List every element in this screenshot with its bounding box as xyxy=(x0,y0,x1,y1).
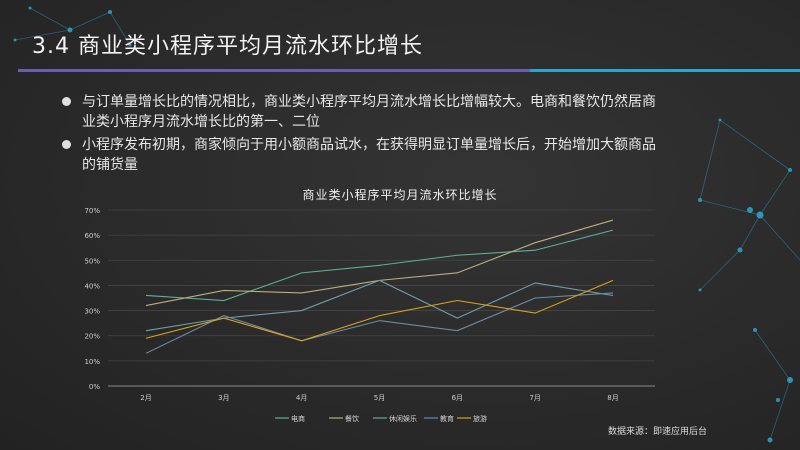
y-tick-label: 50% xyxy=(84,257,100,265)
y-tick-label: 60% xyxy=(84,232,100,240)
divider-blue-segment xyxy=(530,69,800,72)
bullet-dot-icon xyxy=(62,97,71,106)
x-tick-label: 5月 xyxy=(374,394,385,402)
x-tick-label: 2月 xyxy=(140,394,151,402)
bullet-text: 与订单量增长比的情况相比，商业类小程序平均月流水增长比增幅较大。电商和餐饮仍然居… xyxy=(82,94,656,130)
legend-label: 旅游 xyxy=(473,414,487,423)
y-tick-label: 20% xyxy=(84,333,100,341)
x-tick-label: 6月 xyxy=(452,394,463,402)
data-source-note: 数据来源：即速应用后台 xyxy=(608,427,708,437)
series-line xyxy=(145,279,614,332)
chart-title: 商业类小程序平均月流水环比增长 xyxy=(302,188,498,202)
legend-label: 教育 xyxy=(440,414,454,423)
bullet-list: 与订单量增长比的情况相比，商业类小程序平均月流水增长比增幅较大。电商和餐饮仍然居… xyxy=(62,92,662,178)
x-tick-label: 3月 xyxy=(218,394,229,402)
series-line xyxy=(145,219,614,307)
series-line xyxy=(145,292,614,354)
bullet-item: 小程序发布初期，商家倾向于用小额商品试水，在获得明显订单量增长后，开始增加大额商… xyxy=(62,135,662,175)
x-tick-label: 4月 xyxy=(296,394,307,402)
legend-label: 电商 xyxy=(291,414,305,423)
slide-title: 3.4 商业类小程序平均月流水环比增长 xyxy=(32,34,423,59)
y-tick-label: 70% xyxy=(84,207,100,215)
bullet-text: 小程序发布初期，商家倾向于用小额商品试水，在获得明显订单量增长后，开始增加大额商… xyxy=(82,137,656,173)
bullet-dot-icon xyxy=(62,140,71,149)
x-tick-label: 7月 xyxy=(529,394,540,402)
y-tick-label: 30% xyxy=(84,308,100,316)
series-line xyxy=(145,279,614,342)
title-divider xyxy=(18,69,800,72)
series-line xyxy=(145,229,614,302)
y-tick-label: 10% xyxy=(84,358,100,366)
y-tick-label: 40% xyxy=(84,282,100,290)
legend-label: 餐饮 xyxy=(345,414,359,423)
legend-label: 休闲娱乐 xyxy=(389,414,417,423)
divider-purple-segment xyxy=(18,69,530,72)
bullet-item: 与订单量增长比的情况相比，商业类小程序平均月流水增长比增幅较大。电商和餐饮仍然居… xyxy=(62,92,662,132)
x-tick-label: 8月 xyxy=(607,394,618,402)
y-tick-label: 0% xyxy=(89,383,100,391)
